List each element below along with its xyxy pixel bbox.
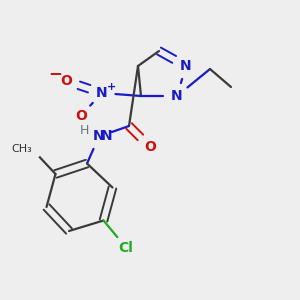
Text: N: N — [101, 130, 112, 143]
Text: N: N — [96, 86, 108, 100]
Text: CH₃: CH₃ — [11, 144, 32, 154]
Text: N: N — [93, 130, 105, 143]
Text: N: N — [171, 89, 183, 103]
Text: O: O — [75, 109, 87, 122]
Text: N: N — [180, 59, 192, 73]
Text: O: O — [60, 74, 72, 88]
Text: Cl: Cl — [118, 241, 134, 254]
Text: −: − — [49, 64, 62, 82]
Text: O: O — [144, 140, 156, 154]
Text: +: + — [106, 82, 116, 92]
Text: H: H — [79, 124, 89, 137]
